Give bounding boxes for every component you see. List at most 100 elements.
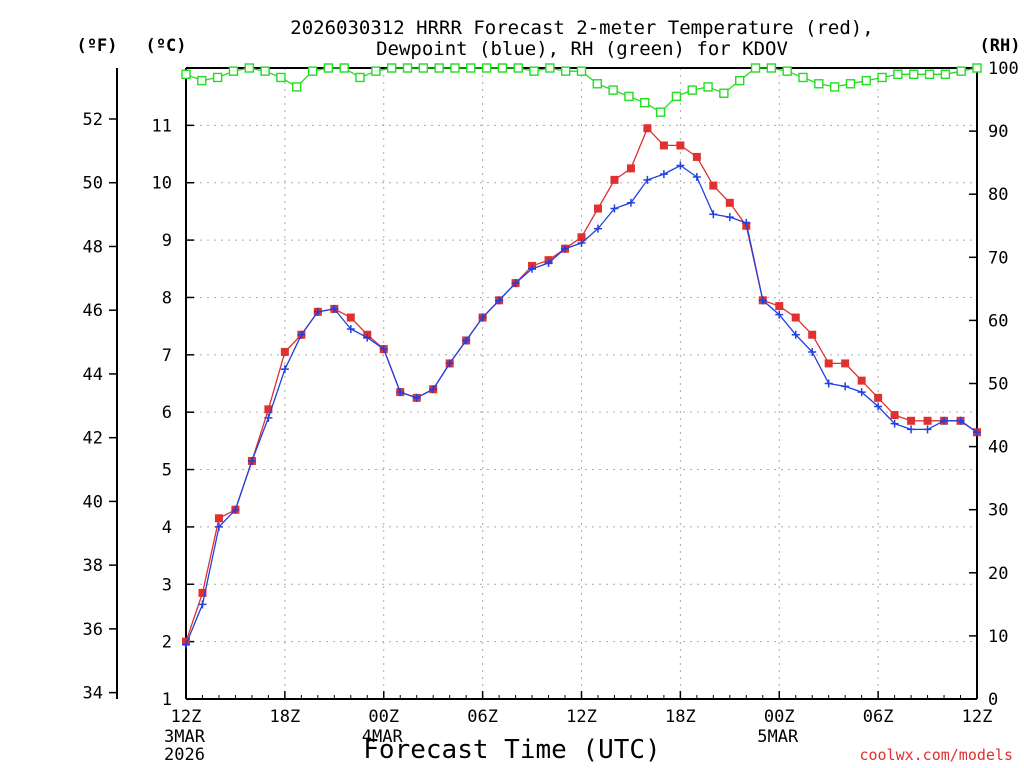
dewpoint-point [264,413,273,422]
x-tick-label: 00Z [764,707,795,727]
rh-point [893,69,903,80]
dewpoint-point [182,640,190,649]
celsius-tick-label: 11 [152,116,172,136]
rh-tick-label: 10 [988,627,1008,647]
temp-point [775,302,784,311]
rh-point [197,75,207,86]
dewpoint-point [297,330,306,339]
x-tick-label: 06Z [863,707,894,727]
dewpoint-point [313,307,322,316]
rh-tick-label: 60 [988,311,1008,331]
celsius-tick-label: 9 [162,231,172,251]
celsius-tick-label: 8 [162,288,172,308]
temp-point [841,359,850,368]
rh-point [909,69,919,80]
rh-point [655,107,666,117]
rh-tick-label: 20 [988,564,1008,584]
celsius-tick-label: 7 [162,346,172,366]
rh-tick-label: 80 [988,185,1008,205]
dewpoint-point [412,393,421,402]
celsius-tick-label: 1 [162,690,172,710]
dewpoint-point [528,264,537,273]
dewpoint-point [841,382,850,391]
dewpoint-point [610,204,619,213]
dewpoint-point [379,345,388,354]
temp-point [280,347,289,356]
celsius-tick-label: 3 [162,575,172,595]
celsius-tick-label: 4 [162,518,172,538]
temp-point [692,152,701,161]
rh-point [814,79,824,89]
dewpoint-point [593,224,602,233]
dewpoint-point [890,419,899,428]
temp-point [907,416,916,425]
rh-point [782,66,792,76]
rh-tick-label: 0 [988,690,998,710]
dewpoint-point [940,416,949,425]
x-axis-title: Forecast Time (UTC) [363,735,660,765]
dewpoint-point [626,198,635,207]
dewpoint-point [973,428,981,437]
temp-point [346,313,355,322]
tick-labels: 1234567891011343638404244464850520102030… [83,59,1019,765]
rh-point [845,79,856,89]
rh-point [339,63,349,73]
data-series [181,63,982,649]
fahrenheit-tick-label: 44 [83,365,103,385]
chart-title-line-1: 2026030312 HRRR Forecast 2-meter Tempera… [290,17,873,39]
dewpoint-point [742,218,751,227]
x-tick-date-label: 5MAR [757,727,799,747]
dewpoint-point [808,347,817,356]
temp-point [890,411,899,420]
rh-point [355,72,365,83]
x-tick-label: 00Z [368,707,399,727]
rh-point [260,66,270,76]
rh-point [307,66,318,76]
grid-lines [186,68,977,699]
dewpoint-point [725,213,734,222]
rh-point [861,75,871,86]
rh-point [766,63,777,73]
credit-label: coolwx.com/models [859,746,1013,764]
dewpoint-point [874,402,883,411]
rh-point [924,69,935,80]
dewpoint-point [676,161,685,170]
dewpoint-point [396,388,405,397]
rh-point [371,66,381,76]
rh-point [576,66,587,76]
rh-point [434,63,444,73]
rh-point [972,63,982,73]
x-tick-label: 18Z [270,707,301,727]
x-tick-date-label: 3MAR [164,727,206,747]
x-tick-label: 12Z [171,707,202,727]
rh-point [592,79,603,89]
temp-point [626,164,635,173]
dewpoint-point [478,313,487,322]
dewpoint-point [857,388,866,397]
rh-point [703,82,713,92]
rh-point [798,72,808,83]
dewpoint-point [280,365,289,374]
temp-point [857,376,866,385]
rh-point [292,82,302,92]
fahrenheit-tick-label: 38 [83,556,103,576]
x-tick-label: 12Z [962,707,993,727]
dewpoint-point [775,310,784,319]
dewpoint-point [231,505,240,514]
rh-point [877,72,887,83]
dewpoint-point [561,244,570,253]
dewpoint-point [495,296,504,305]
dewpoint-point [247,456,256,465]
temp-point [725,198,734,207]
dewpoint-point [445,359,454,368]
rh-point [671,91,682,102]
fahrenheit-tick-label: 46 [83,301,103,321]
rh-point [323,63,334,73]
dewpoint-point [692,172,701,181]
dewpoint-point [643,175,652,184]
rh-point [687,85,697,95]
dewpoint-point [824,379,833,388]
fahrenheit-tick-label: 52 [83,110,103,130]
dewpoint-point [511,279,520,288]
